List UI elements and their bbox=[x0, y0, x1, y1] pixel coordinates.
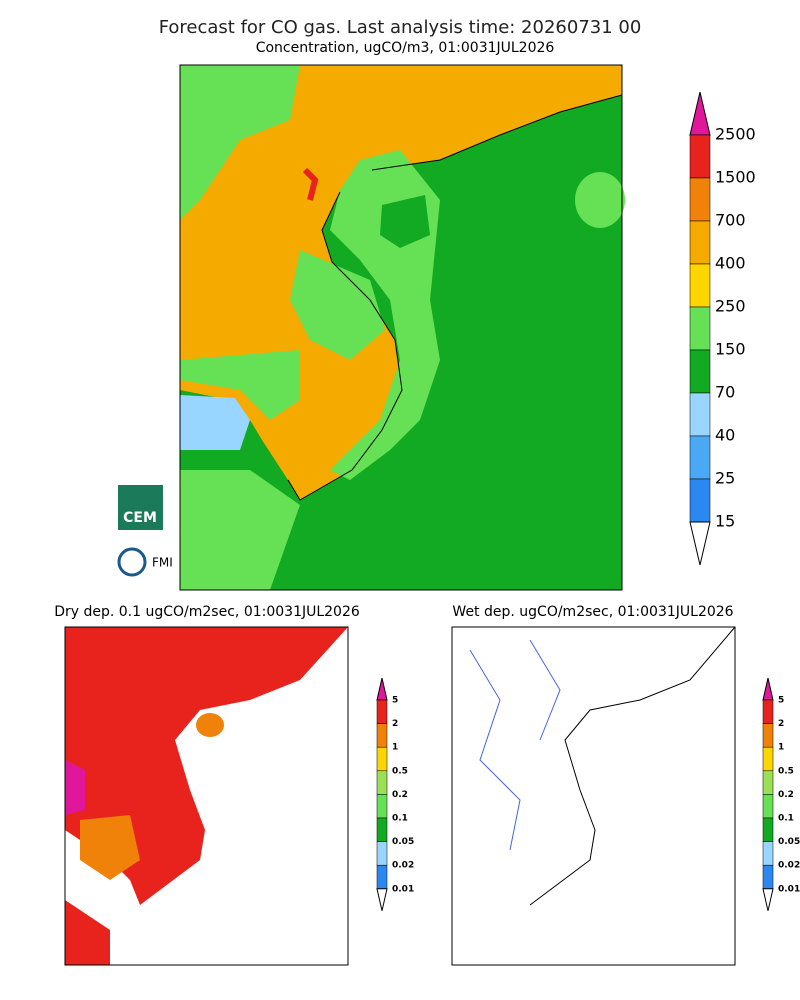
colorbar-segment bbox=[689, 478, 711, 523]
colorbar-segment bbox=[689, 306, 711, 351]
colorbar-label: 0.5 bbox=[392, 766, 408, 776]
colorbar-label: 0.5 bbox=[778, 766, 794, 776]
colorbar-tip bbox=[689, 521, 711, 566]
land-high bbox=[65, 627, 348, 905]
island bbox=[380, 195, 430, 248]
land-moderate bbox=[180, 65, 300, 220]
colorbar-label: 1 bbox=[778, 743, 784, 753]
colorbar-label: 0.1 bbox=[392, 814, 408, 824]
coastline bbox=[287, 191, 403, 501]
colorbar-segment bbox=[376, 864, 388, 890]
river bbox=[529, 639, 561, 741]
colorbar-segment bbox=[689, 392, 711, 437]
colorbar-segment bbox=[376, 770, 388, 795]
colorbar-label: 250 bbox=[715, 297, 746, 316]
colorbar-label: 0.01 bbox=[778, 884, 800, 894]
colorbar-segment bbox=[762, 841, 774, 866]
colorbar-segment bbox=[689, 349, 711, 394]
concentration-map bbox=[179, 64, 625, 591]
colorbar-label: 0.05 bbox=[392, 837, 414, 847]
land-extreme bbox=[65, 760, 85, 815]
colorbar-label: 1500 bbox=[715, 168, 756, 187]
colorbar-segment bbox=[762, 699, 774, 724]
colorbar-tip bbox=[376, 888, 388, 911]
colorbar-segment bbox=[689, 134, 711, 179]
subtitle: Concentration, ugCO/m3, 01:0031JUL2026 bbox=[256, 40, 555, 56]
subtitle: Dry dep. 0.1 ugCO/m2sec, 01:0031JUL2026 bbox=[54, 604, 360, 620]
coastline bbox=[371, 94, 623, 171]
colorbar-segment bbox=[762, 723, 774, 748]
wet-deposition-map bbox=[451, 626, 736, 966]
colorbar-tip bbox=[689, 91, 711, 136]
colorbar-label: 0.1 bbox=[778, 814, 794, 824]
colorbar-label: 40 bbox=[715, 426, 735, 445]
hotspot bbox=[302, 167, 319, 201]
map-frame bbox=[64, 626, 349, 966]
colorbar-label: 2500 bbox=[715, 125, 756, 144]
gulf bbox=[180, 395, 250, 450]
fmi-logo bbox=[117, 547, 147, 577]
colorbar-segment bbox=[762, 864, 774, 890]
colorbar-segment bbox=[762, 770, 774, 795]
land-moderate bbox=[80, 815, 140, 880]
colorbar-tip bbox=[376, 677, 388, 701]
fmi-logo-text: FMI bbox=[152, 556, 173, 570]
river bbox=[469, 649, 521, 851]
coastal-band bbox=[180, 470, 300, 590]
colorbar-segment bbox=[762, 794, 774, 819]
land-moderate bbox=[290, 250, 385, 360]
colorbar-label: 0.02 bbox=[392, 861, 414, 871]
colorbar-label: 25 bbox=[715, 469, 735, 488]
dry-deposition-map bbox=[64, 626, 349, 966]
colorbar-segment bbox=[689, 177, 711, 222]
colorbar-label: 1 bbox=[392, 743, 398, 753]
colorbar-label: 700 bbox=[715, 211, 746, 230]
patch bbox=[575, 172, 625, 228]
colorbar-label: 400 bbox=[715, 254, 746, 273]
colorbar-segment bbox=[689, 263, 711, 308]
cem-logo bbox=[118, 485, 163, 530]
colorbar-label: 2 bbox=[392, 719, 398, 729]
land-moderate bbox=[180, 350, 300, 420]
title: Forecast for CO gas. Last analysis time:… bbox=[159, 17, 642, 38]
subtitle: Wet dep. ugCO/m2sec, 01:0031JUL2026 bbox=[452, 604, 733, 620]
map-background bbox=[452, 627, 735, 965]
colorbar-label: 0.2 bbox=[778, 790, 794, 800]
colorbar-label: 150 bbox=[715, 340, 746, 359]
colorbar-segment bbox=[376, 699, 388, 724]
map-frame bbox=[179, 64, 623, 591]
coastline bbox=[529, 626, 736, 906]
colorbar-label: 0.01 bbox=[392, 884, 414, 894]
land-high bbox=[65, 900, 110, 965]
colorbar-segment bbox=[376, 794, 388, 819]
colorbar-label: 5 bbox=[778, 696, 784, 706]
colorbar-label: 0.02 bbox=[778, 861, 800, 871]
colorbar-segment bbox=[762, 746, 774, 772]
colorbar-segment bbox=[376, 841, 388, 866]
colorbar-segment bbox=[376, 746, 388, 772]
colorbar-label: 0.2 bbox=[392, 790, 408, 800]
colorbar-label: 70 bbox=[715, 383, 735, 402]
map-frame bbox=[451, 626, 736, 966]
colorbar-tip bbox=[762, 677, 774, 701]
cem-logo-text: CEM bbox=[123, 510, 157, 526]
colorbar-label: 5 bbox=[392, 696, 398, 706]
colorbar-segment bbox=[376, 723, 388, 748]
colorbar-segment bbox=[689, 220, 711, 265]
colorbar-label: 15 bbox=[715, 512, 735, 531]
colorbar-segment bbox=[762, 817, 774, 842]
island bbox=[196, 713, 224, 737]
colorbar-segment bbox=[376, 817, 388, 842]
colorbar-label: 0.05 bbox=[778, 837, 800, 847]
colorbar-label: 2 bbox=[778, 719, 784, 729]
colorbar-segment bbox=[689, 435, 711, 480]
colorbar-tip bbox=[762, 888, 774, 911]
